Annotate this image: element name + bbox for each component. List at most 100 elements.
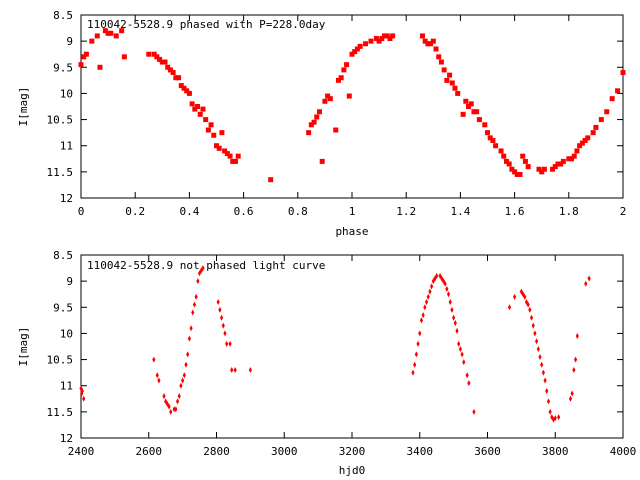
data-point	[529, 314, 534, 321]
data-point	[219, 314, 224, 321]
data-point	[232, 158, 238, 164]
data-point	[460, 351, 464, 358]
data-point	[159, 59, 165, 65]
data-point	[540, 361, 544, 368]
data-point	[414, 351, 418, 358]
y-tick-label: 9.5	[53, 301, 73, 314]
data-point	[322, 98, 328, 104]
data-point	[452, 85, 458, 91]
data-point	[411, 369, 415, 376]
data-point	[218, 306, 222, 313]
data-point	[327, 96, 333, 102]
data-point	[230, 158, 236, 164]
y-tick-label: 11.5	[47, 166, 74, 179]
data-point	[590, 130, 596, 136]
data-point	[162, 59, 168, 65]
data-point	[211, 132, 217, 138]
data-point	[433, 46, 439, 52]
data-point	[181, 85, 187, 91]
data-point	[172, 406, 176, 413]
data-point	[186, 351, 190, 358]
x-tick-label: 1.8	[559, 205, 579, 218]
chart-title: 110042-5528.9 phased with P=228.0day	[87, 18, 326, 31]
data-point	[200, 106, 206, 112]
data-point	[582, 137, 588, 143]
data-point	[531, 322, 535, 329]
data-point	[194, 293, 198, 300]
data-point	[441, 278, 446, 285]
data-point	[376, 38, 382, 44]
y-tick-label: 11	[60, 140, 73, 153]
data-point	[421, 312, 425, 319]
data-point	[585, 135, 591, 141]
x-tick-label: 2400	[68, 445, 95, 458]
data-point	[418, 330, 422, 337]
data-point	[448, 299, 452, 306]
data-point	[154, 54, 160, 60]
data-point	[560, 158, 566, 164]
data-point	[108, 30, 114, 36]
x-tick-label: 3200	[339, 445, 366, 458]
x-axis-label: phase	[335, 225, 368, 238]
data-point	[94, 33, 100, 39]
data-point	[541, 369, 545, 376]
data-point	[214, 143, 219, 149]
data-point	[224, 151, 230, 157]
data-point	[173, 75, 179, 81]
data-point	[482, 122, 488, 128]
data-point	[593, 124, 599, 130]
data-point	[169, 408, 173, 415]
data-point	[550, 166, 556, 172]
data-point	[308, 122, 314, 128]
data-point	[512, 169, 518, 175]
data-point	[97, 64, 103, 70]
data-point	[523, 293, 527, 300]
x-tick-label: 3000	[271, 445, 298, 458]
data-point	[466, 104, 472, 109]
data-point	[449, 80, 455, 86]
data-point	[325, 93, 331, 99]
data-point	[543, 377, 547, 384]
data-point	[513, 293, 517, 300]
data-point	[428, 288, 432, 295]
data-point	[467, 380, 471, 387]
data-point	[151, 51, 157, 57]
data-point	[314, 114, 320, 120]
data-point	[191, 309, 195, 316]
x-tick-label: 3400	[407, 445, 434, 458]
data-point	[225, 340, 229, 347]
data-point	[182, 372, 186, 379]
data-point	[445, 285, 449, 292]
data-point	[458, 346, 462, 353]
data-point	[535, 338, 539, 345]
data-point	[189, 101, 195, 107]
data-point	[419, 317, 424, 324]
data-point	[175, 398, 180, 405]
data-point	[346, 93, 352, 99]
data-point	[357, 43, 363, 49]
data-point	[216, 299, 220, 306]
y-tick-label: 12	[60, 192, 73, 205]
chart-title: 110042-5528.9 not phased light curve	[87, 259, 325, 272]
data-point	[545, 387, 549, 394]
data-point	[604, 109, 610, 115]
x-tick-label: 4000	[610, 445, 637, 458]
data-point	[368, 38, 374, 44]
data-point	[152, 356, 156, 363]
data-point	[572, 367, 576, 374]
data-point	[177, 393, 181, 400]
data-point	[452, 314, 456, 321]
data-point	[444, 77, 450, 83]
data-point	[184, 88, 190, 94]
data-point	[422, 38, 428, 44]
data-point	[81, 54, 87, 60]
data-point	[341, 67, 347, 73]
data-point	[208, 122, 214, 128]
data-point	[344, 62, 350, 68]
data-point	[438, 59, 444, 65]
data-point	[195, 104, 201, 109]
data-point	[455, 90, 461, 96]
data-point	[387, 36, 393, 42]
data-point	[553, 415, 557, 422]
data-point	[233, 367, 237, 374]
